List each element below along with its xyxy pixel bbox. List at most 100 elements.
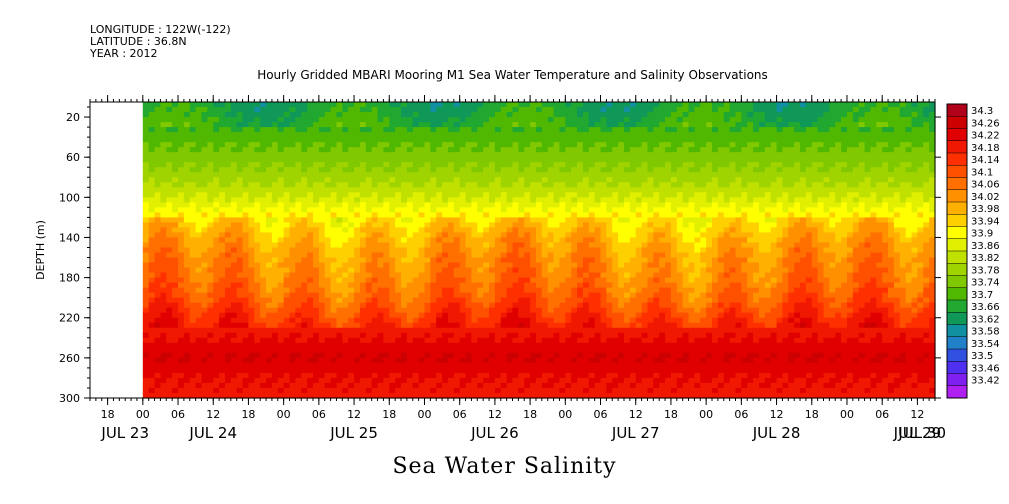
heatmap-cell	[154, 222, 162, 229]
heatmap-cell	[418, 182, 426, 188]
heatmap-cell	[371, 182, 379, 188]
heatmap-cell	[307, 347, 314, 354]
heatmap-cell	[318, 212, 326, 218]
heatmap-cell	[254, 147, 261, 153]
heatmap-cell	[277, 372, 285, 379]
heatmap-cell	[559, 302, 566, 309]
heatmap-cell	[571, 392, 578, 399]
heatmap-cell	[424, 382, 431, 389]
heatmap-cell	[201, 277, 208, 284]
heatmap-cell	[618, 252, 625, 259]
heatmap-cell	[582, 212, 590, 218]
heatmap-cell	[588, 232, 596, 239]
heatmap-cell	[471, 182, 478, 188]
heatmap-cell	[535, 322, 543, 329]
heatmap-cell	[219, 382, 226, 389]
heatmap-cell	[336, 222, 343, 229]
heatmap-cell	[588, 307, 596, 314]
heatmap-cell	[166, 157, 173, 163]
heatmap-cell	[207, 322, 214, 329]
heatmap-cell	[254, 382, 261, 389]
heatmap-cell	[183, 327, 191, 334]
heatmap-cell	[453, 272, 461, 279]
heatmap-cell	[160, 392, 167, 399]
heatmap-cell	[166, 237, 173, 244]
heatmap-cell	[148, 177, 156, 183]
heatmap-cell	[577, 197, 584, 203]
heatmap-cell	[289, 107, 296, 113]
heatmap-cell	[494, 102, 502, 108]
heatmap-cell	[547, 242, 555, 249]
heatmap-cell	[348, 187, 355, 193]
heatmap-cell	[594, 262, 602, 269]
heatmap-cell	[260, 232, 267, 239]
heatmap-cell	[383, 137, 390, 143]
heatmap-cell	[512, 132, 519, 138]
heatmap-cell	[307, 217, 314, 224]
heatmap-cell	[301, 212, 308, 218]
heatmap-cell	[535, 392, 543, 399]
heatmap-cell	[312, 297, 320, 304]
heatmap-cell	[594, 287, 602, 294]
heatmap-cell	[571, 197, 578, 203]
heatmap-cell	[224, 267, 232, 274]
heatmap-cell	[577, 287, 584, 294]
heatmap-cell	[224, 312, 232, 319]
heatmap-cell	[359, 232, 367, 239]
heatmap-cell	[224, 127, 232, 133]
heatmap-cell	[577, 212, 584, 218]
heatmap-cell	[172, 222, 179, 229]
heatmap-cell	[201, 132, 208, 138]
heatmap-cell	[559, 382, 566, 389]
heatmap-cell	[412, 377, 420, 384]
heatmap-cell	[506, 332, 514, 339]
heatmap-cell	[213, 332, 220, 339]
heatmap-cell	[312, 107, 320, 113]
heatmap-cell	[336, 387, 343, 394]
heatmap-cell	[424, 207, 431, 213]
heatmap-cell	[594, 132, 602, 138]
heatmap-cell	[301, 277, 308, 284]
heatmap-cell	[506, 177, 514, 183]
heatmap-cell	[172, 332, 179, 339]
heatmap-cell	[594, 232, 602, 239]
heatmap-cell	[524, 222, 531, 229]
heatmap-cell	[453, 102, 461, 108]
heatmap-cell	[477, 357, 484, 364]
heatmap-cell	[535, 137, 543, 143]
heatmap-cell	[172, 342, 179, 349]
heatmap-cell	[500, 272, 508, 279]
heatmap-cell	[618, 117, 625, 123]
heatmap-cell	[160, 132, 167, 138]
heatmap-cell	[201, 157, 208, 163]
heatmap-cell	[277, 142, 285, 148]
heatmap-cell	[600, 242, 607, 249]
heatmap-cell	[571, 102, 578, 108]
heatmap-cell	[178, 327, 185, 334]
heatmap-cell	[242, 287, 250, 294]
heatmap-cell	[442, 317, 449, 324]
heatmap-cell	[506, 272, 514, 279]
heatmap-cell	[559, 307, 566, 314]
heatmap-cell	[547, 112, 555, 118]
heatmap-cell	[195, 132, 203, 138]
heatmap-cell	[301, 122, 308, 128]
heatmap-cell	[160, 147, 167, 153]
heatmap-cell	[242, 202, 250, 208]
heatmap-cell	[148, 127, 156, 133]
heatmap-cell	[242, 327, 250, 334]
heatmap-cell	[453, 367, 461, 374]
heatmap-cell	[406, 317, 414, 324]
heatmap-cell	[377, 117, 384, 123]
heatmap-cell	[530, 182, 537, 188]
heatmap-cell	[224, 222, 232, 229]
heatmap-cell	[541, 202, 549, 208]
heatmap-cell	[219, 122, 226, 128]
heatmap-cell	[342, 167, 349, 173]
heatmap-cell	[565, 222, 572, 229]
heatmap-cell	[547, 122, 555, 128]
heatmap-cell	[371, 122, 379, 128]
heatmap-cell	[506, 147, 514, 153]
heatmap-cell	[453, 352, 461, 359]
heatmap-cell	[172, 167, 179, 173]
